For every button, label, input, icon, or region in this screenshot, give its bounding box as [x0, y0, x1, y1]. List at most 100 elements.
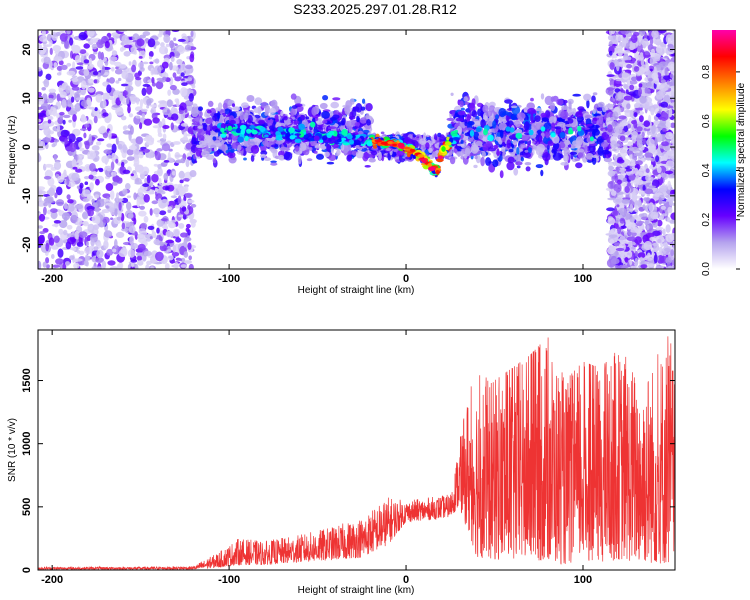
- spectrogram-blob: [47, 115, 54, 121]
- spectrogram-blob: [102, 92, 110, 102]
- spectrogram-blob: [270, 160, 277, 164]
- spectrogram-blob: [119, 64, 127, 69]
- spectrogram-blob: [129, 95, 138, 102]
- spectrogram-blob: [185, 227, 190, 232]
- spectrogram-blob: [43, 44, 47, 53]
- spectrogram-blob: [116, 177, 123, 184]
- spectrogram-blob: [131, 64, 137, 73]
- spectrogram-blob: [263, 157, 271, 161]
- spectrogram-blob: [157, 167, 163, 177]
- spectrogram-blob: [492, 159, 499, 168]
- spectrogram-blob: [72, 114, 77, 122]
- spectrogram-blob: [114, 208, 118, 217]
- spectrogram-blob: [177, 195, 182, 204]
- spectrogram-blob: [270, 149, 278, 154]
- spectrogram-blob: [56, 124, 61, 132]
- spectrogram-blob: [237, 144, 242, 151]
- spectrogram-blob: [110, 135, 118, 139]
- spectrogram-blob: [136, 111, 144, 116]
- spectrogram-blob: [530, 97, 534, 102]
- spectrogram-blob: [145, 139, 154, 146]
- spectrogram-blob: [191, 107, 199, 118]
- spectrogram-blob: [84, 141, 90, 150]
- spectrogram-blob: [149, 208, 153, 216]
- spectrogram-blob: [103, 149, 112, 155]
- spectrogram-blob: [129, 125, 134, 135]
- spectrogram-blob: [143, 194, 150, 203]
- spectrogram-blob: [502, 150, 506, 160]
- spectrogram-blob: [136, 260, 144, 266]
- spectrogram-blob: [299, 142, 307, 152]
- spectrogram-blob: [480, 156, 485, 167]
- spectrogram-blob: [471, 110, 478, 118]
- spectrogram-blob: [138, 61, 145, 69]
- spectrogram-blob: [504, 99, 513, 104]
- spectrogram-blob: [246, 95, 255, 102]
- spectrogram-blob: [102, 216, 110, 224]
- spectrogram-blob: [69, 37, 74, 46]
- spectrogram-blob: [137, 187, 144, 197]
- spectrogram-blob: [99, 198, 104, 202]
- spectrogram-blob: [190, 30, 194, 38]
- spectrogram-blob: [355, 103, 363, 113]
- spectrogram-blob: [67, 233, 76, 238]
- spectrogram-blob: [125, 183, 131, 190]
- spectrogram-blob: [108, 77, 115, 84]
- spectrogram-blob: [180, 63, 187, 72]
- spectrogram-blob: [207, 100, 214, 107]
- spectrogram-blob: [78, 231, 88, 239]
- spectrogram-blob: [195, 149, 202, 157]
- spectrogram-blob: [564, 139, 571, 146]
- spectrogram-blob: [59, 33, 68, 42]
- spectrogram-blob: [600, 141, 609, 148]
- spectrogram-blob: [60, 64, 68, 70]
- spectrogram-blob: [47, 177, 55, 187]
- spectrogram-blob: [50, 208, 58, 214]
- spectrogram-blob: [270, 99, 278, 109]
- spectrogram-blob: [164, 221, 168, 230]
- spectrogram-blob: [222, 102, 228, 110]
- spectrogram-blob: [87, 208, 95, 217]
- spectrogram-blob: [106, 143, 113, 148]
- spectrogram-blob: [162, 133, 167, 140]
- spectrogram-blob: [56, 93, 61, 102]
- spectrogram-blob: [119, 94, 124, 102]
- spectrogram-blob: [63, 202, 68, 210]
- spectrogram-blob: [560, 161, 569, 166]
- spectrogram-blob: [128, 145, 137, 151]
- spectrogram-blob: [540, 112, 547, 118]
- spectrogram-blob: [127, 213, 134, 219]
- spectrogram-blob: [239, 112, 245, 121]
- spectrogram-blob: [90, 170, 98, 176]
- spectrogram-blob: [47, 209, 52, 215]
- spectrogram-blob: [187, 76, 192, 82]
- spectrogram-blob: [431, 138, 436, 144]
- spectrogram-blob: [88, 106, 96, 110]
- spectrogram-blob: [539, 136, 543, 143]
- spectrogram-blob: [152, 125, 161, 129]
- spectrogram-blob: [583, 93, 592, 102]
- spectrogram-blob: [126, 148, 134, 156]
- spectrogram-blob: [98, 111, 103, 115]
- spectrogram-blob: [591, 95, 596, 103]
- spectrogram-blob: [121, 222, 126, 230]
- spectrogram-blob: [65, 85, 71, 94]
- spectrogram-blob: [78, 31, 88, 41]
- spectrogram-blob: [291, 105, 298, 109]
- spectrogram-blob: [153, 163, 159, 167]
- spectrogram-blob: [59, 91, 67, 99]
- spectrogram-blob: [171, 219, 177, 223]
- spectrogram-blob: [534, 115, 541, 122]
- spectrogram-blob: [556, 98, 564, 106]
- spectrogram-blob: [53, 161, 62, 170]
- spectrogram-blob: [322, 95, 329, 101]
- spectrogram-blob: [293, 120, 299, 125]
- spectrogram-blob: [91, 266, 97, 269]
- spectrogram-blob: [66, 194, 71, 200]
- spectrogram-blob: [520, 156, 524, 162]
- spectrogram-blob: [111, 171, 117, 177]
- spectrogram-blob: [38, 35, 48, 43]
- spectrogram-blob: [90, 239, 95, 247]
- spectrogram-blob: [525, 166, 531, 172]
- spectrogram-blob: [478, 134, 484, 140]
